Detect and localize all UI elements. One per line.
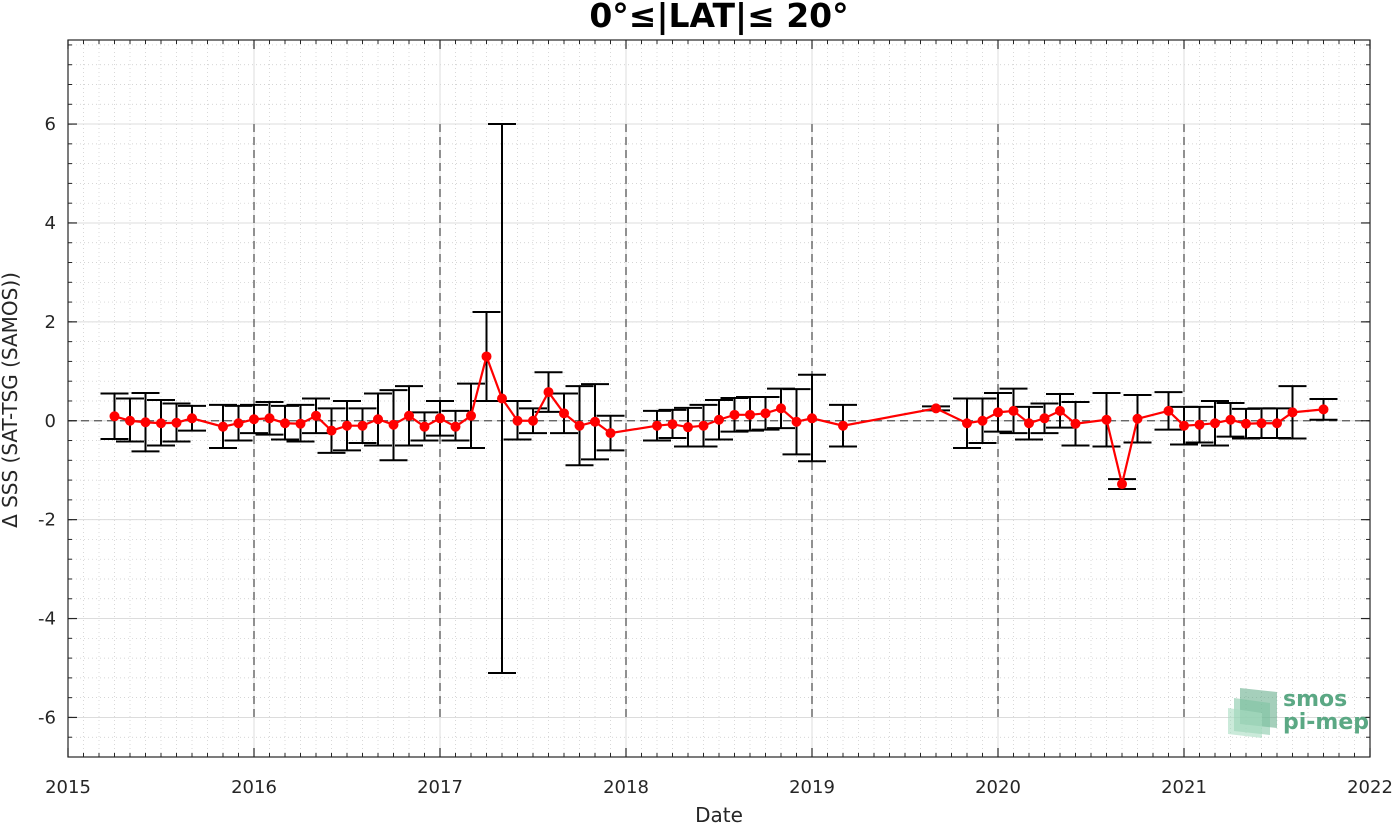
plot-area [68,40,1370,757]
data-point [1179,420,1189,431]
data-point [1287,407,1298,418]
data-point [249,414,259,425]
data-point [931,403,941,414]
data-point [1210,418,1220,429]
y-tick-label: -6 [38,707,56,728]
data-point [1163,405,1174,416]
data-point [156,418,166,429]
y-tick-label: 2 [45,312,56,333]
data-point [1024,418,1034,429]
data-point [109,411,120,422]
data-point [1070,418,1081,429]
data-point [838,420,848,431]
data-point [1256,418,1267,429]
y-tick-label: 4 [45,213,56,234]
data-point [342,420,352,431]
data-point [528,415,538,426]
data-point [745,409,755,420]
data-point [1117,479,1127,490]
data-point [977,415,988,426]
y-tick-label: -2 [38,510,56,531]
data-point [993,407,1003,418]
data-point [388,419,399,430]
data-point [683,422,693,433]
data-point [1225,414,1236,425]
x-tick-labels: 2015 2016 2017 2018 2019 2020 2021 2022 [45,777,1393,798]
logo-waves-icon [1228,688,1277,738]
data-point [760,408,771,419]
axis-ticks [67,40,1371,758]
data-point [605,428,616,439]
data-point [233,418,244,429]
data-point [373,414,383,425]
data-point [404,410,414,421]
y-tick-label: 0 [45,411,56,432]
data-point [559,408,569,419]
smos-pi-mep-logo: smos pi-mep [1228,687,1369,738]
logo-text-pi-mep: pi-mep [1283,710,1369,735]
data-point [1241,418,1251,429]
x-tick-label: 2015 [45,777,91,798]
y-tick-label: 6 [45,114,56,135]
x-tick-label: 2021 [1161,777,1207,798]
data-point [1194,419,1205,430]
data-point [543,387,554,398]
data-point [264,413,275,424]
data-point [357,420,368,431]
x-tick-label: 2016 [231,777,277,798]
data-point [807,413,817,424]
data-point [667,419,678,430]
data-point [714,414,724,425]
data-point [574,420,585,431]
data-point [1132,413,1143,424]
data-point [590,416,600,427]
data-point [481,351,492,362]
data-point [435,413,445,424]
data-point [450,421,461,432]
data-markers [109,351,1329,490]
data-point [698,420,709,431]
data-point [311,410,321,421]
plot-background [68,40,1370,757]
y-axis-label: Δ SSS (SAT-TSG (SAMOS)) [0,272,22,528]
x-tick-label: 2017 [417,777,463,798]
x-tick-label: 2019 [789,777,835,798]
x-tick-label: 2022 [1347,777,1393,798]
data-point [497,393,507,404]
data-point [512,415,523,426]
data-point [187,413,197,424]
data-point [295,418,306,429]
data-point [140,417,151,428]
logo-text-smos: smos [1283,687,1347,712]
data-point [280,418,290,429]
data-point [1039,413,1050,424]
y-tick-label: -4 [38,609,56,630]
data-point [326,425,337,436]
data-point [1055,405,1065,416]
data-point [1318,404,1329,415]
data-point [776,403,786,414]
data-point [419,421,430,432]
data-point [1101,414,1112,425]
year-divider-lines [253,124,1185,718]
chart-title: 0°≤|LAT|≤ 20° [589,0,848,35]
data-point [218,421,228,432]
x-tick-label: 2018 [603,777,649,798]
data-point [652,420,662,431]
data-point [125,415,135,426]
data-point [1008,405,1019,416]
data-point [466,410,476,421]
data-point [1272,418,1282,429]
y-tick-labels: -6 -4 -2 0 2 4 6 [38,114,56,728]
data-point [171,417,182,428]
data-point [962,418,972,429]
data-point [791,416,802,427]
data-point [729,409,740,420]
x-axis-label: Date [695,803,743,825]
x-tick-label: 2020 [975,777,1021,798]
